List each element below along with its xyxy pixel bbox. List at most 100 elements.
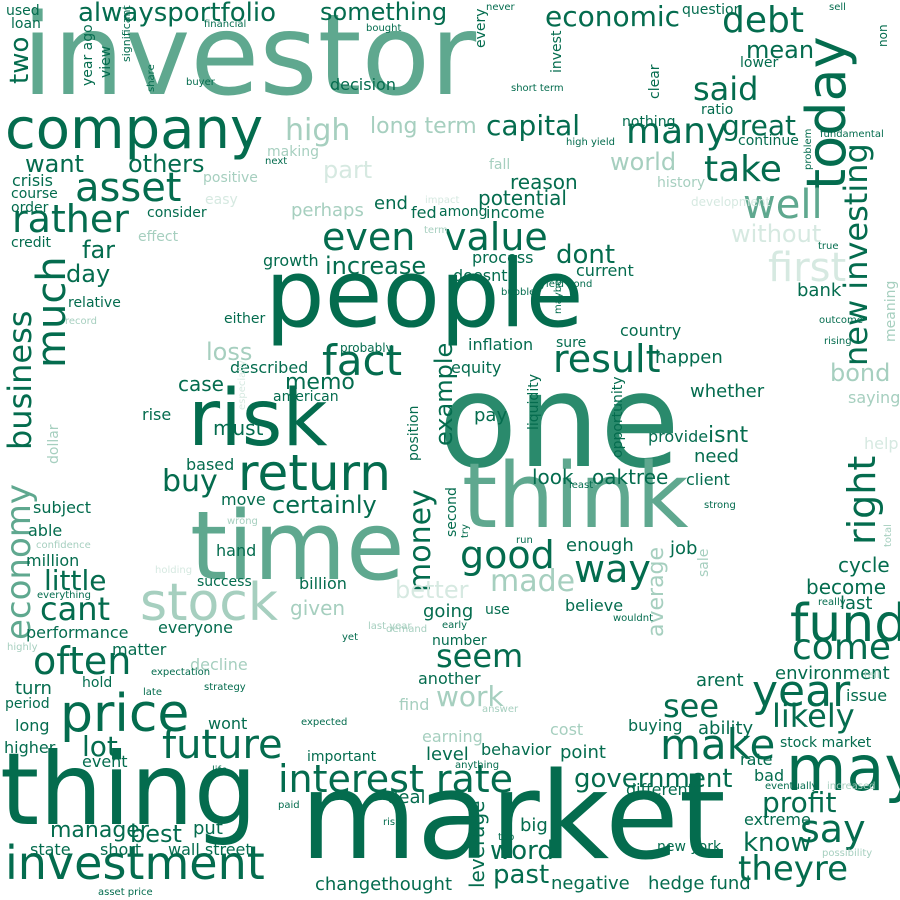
word-million: million — [26, 551, 80, 570]
word-view: view — [98, 45, 114, 78]
word-help: help — [864, 434, 899, 453]
word-described: described — [230, 358, 309, 377]
word-price: price — [60, 684, 190, 744]
word-confidence: confidence — [36, 540, 91, 551]
word-business: business — [1, 310, 39, 450]
word-past: past — [493, 860, 550, 890]
word-development: development — [691, 195, 771, 209]
word-loan: loan — [11, 16, 41, 32]
word-loss: loss — [206, 338, 253, 366]
word-different: different — [626, 780, 694, 799]
word-turn: turn — [15, 678, 52, 699]
word-expected: expected — [301, 717, 348, 728]
word-made: made — [490, 564, 576, 599]
word-dont: dont — [556, 240, 616, 270]
word-sell: sell — [829, 2, 846, 13]
word-level: level — [426, 744, 469, 765]
word-risk: risk — [188, 374, 328, 464]
word-often: often — [33, 639, 132, 683]
word-job: job — [670, 538, 698, 559]
word-crisis: crisis — [12, 171, 53, 190]
word-increase: increase — [325, 252, 427, 280]
word-fall: fall — [489, 157, 511, 173]
word-leverage: leverage — [465, 800, 489, 888]
word-clear: clear — [647, 64, 663, 99]
word-likely: likely — [772, 697, 855, 735]
word-point: point — [560, 742, 606, 763]
word-second: second — [444, 487, 460, 537]
word-debt: debt — [722, 0, 804, 41]
word-hand: hand — [216, 541, 257, 560]
word-oaktree: oaktree — [592, 465, 669, 489]
word-fund: fund — [790, 594, 900, 654]
word-pay: pay — [474, 405, 508, 426]
word-current: current — [576, 261, 634, 280]
word-stock: stock — [140, 573, 278, 633]
word-holding: holding — [155, 565, 193, 576]
word-hold: hold — [82, 675, 113, 691]
word-process: process — [472, 248, 534, 267]
word-record: record — [65, 316, 97, 327]
word-result: result — [553, 337, 661, 381]
word-rising: rising — [824, 336, 852, 347]
word-well: well — [743, 182, 823, 228]
word-lot: lot — [82, 730, 118, 763]
word-meaning: meaning — [883, 280, 899, 342]
word-people: people — [265, 240, 584, 349]
word-everyone: everyone — [158, 618, 233, 637]
word-relative: relative — [68, 295, 121, 311]
word-doesnt: doesnt — [453, 266, 508, 285]
word-nothing: nothing — [622, 114, 676, 130]
word-wrong: wrong — [227, 516, 258, 527]
word-another: another — [418, 669, 481, 688]
word-share: share — [146, 64, 157, 92]
word-move: move — [221, 490, 266, 509]
word-without: without — [731, 220, 822, 248]
word-memo: memo — [285, 370, 355, 395]
word-enough: enough — [566, 535, 634, 556]
word-best: best — [130, 820, 182, 848]
word-rather: rather — [12, 197, 129, 241]
word-right: right — [840, 455, 884, 545]
word-must: must — [213, 416, 264, 440]
word-opportunity: opportunity — [610, 376, 626, 458]
word-risky: risky — [383, 817, 407, 828]
word-dollar: dollar — [46, 424, 62, 464]
word-even: even — [322, 215, 416, 259]
word-liquidity: liquidity — [526, 374, 542, 430]
word-outcome: outcome — [819, 315, 863, 326]
word-whether: whether — [690, 381, 765, 402]
word-term: term — [424, 225, 448, 236]
word-long: long — [15, 716, 50, 735]
word-short-term: short term — [511, 83, 564, 94]
word-lower: lower — [740, 55, 779, 71]
word-impact: impact — [425, 195, 460, 206]
word-environment: environment — [775, 663, 890, 684]
word-never: never — [486, 2, 515, 13]
word-world: world — [610, 148, 677, 176]
word-earning: earning — [422, 727, 483, 746]
word-need: need — [694, 446, 739, 467]
word-equity: equity — [451, 358, 502, 377]
word-late: late — [143, 687, 162, 698]
word-make: make — [660, 720, 776, 769]
word-better: better — [395, 576, 469, 604]
word-two: two — [5, 36, 35, 84]
word-high: high — [285, 113, 351, 148]
word-big: big — [520, 815, 548, 836]
word-life: life — [212, 765, 228, 776]
word-perhaps: perhaps — [291, 200, 364, 221]
word-market: market — [300, 748, 726, 887]
word-cycle: cycle — [838, 553, 890, 577]
word-event: event — [82, 752, 128, 771]
word-order: order — [11, 200, 49, 216]
word-first: first — [768, 245, 847, 291]
word-paid: paid — [278, 800, 300, 811]
word-strong: strong — [704, 500, 736, 511]
word-future: future — [162, 722, 283, 768]
word-either: either — [224, 311, 266, 327]
word-sale: sale — [696, 548, 712, 577]
word-question: question — [682, 2, 743, 18]
word-easy: easy — [205, 192, 238, 208]
word-continue: continue — [738, 133, 799, 149]
